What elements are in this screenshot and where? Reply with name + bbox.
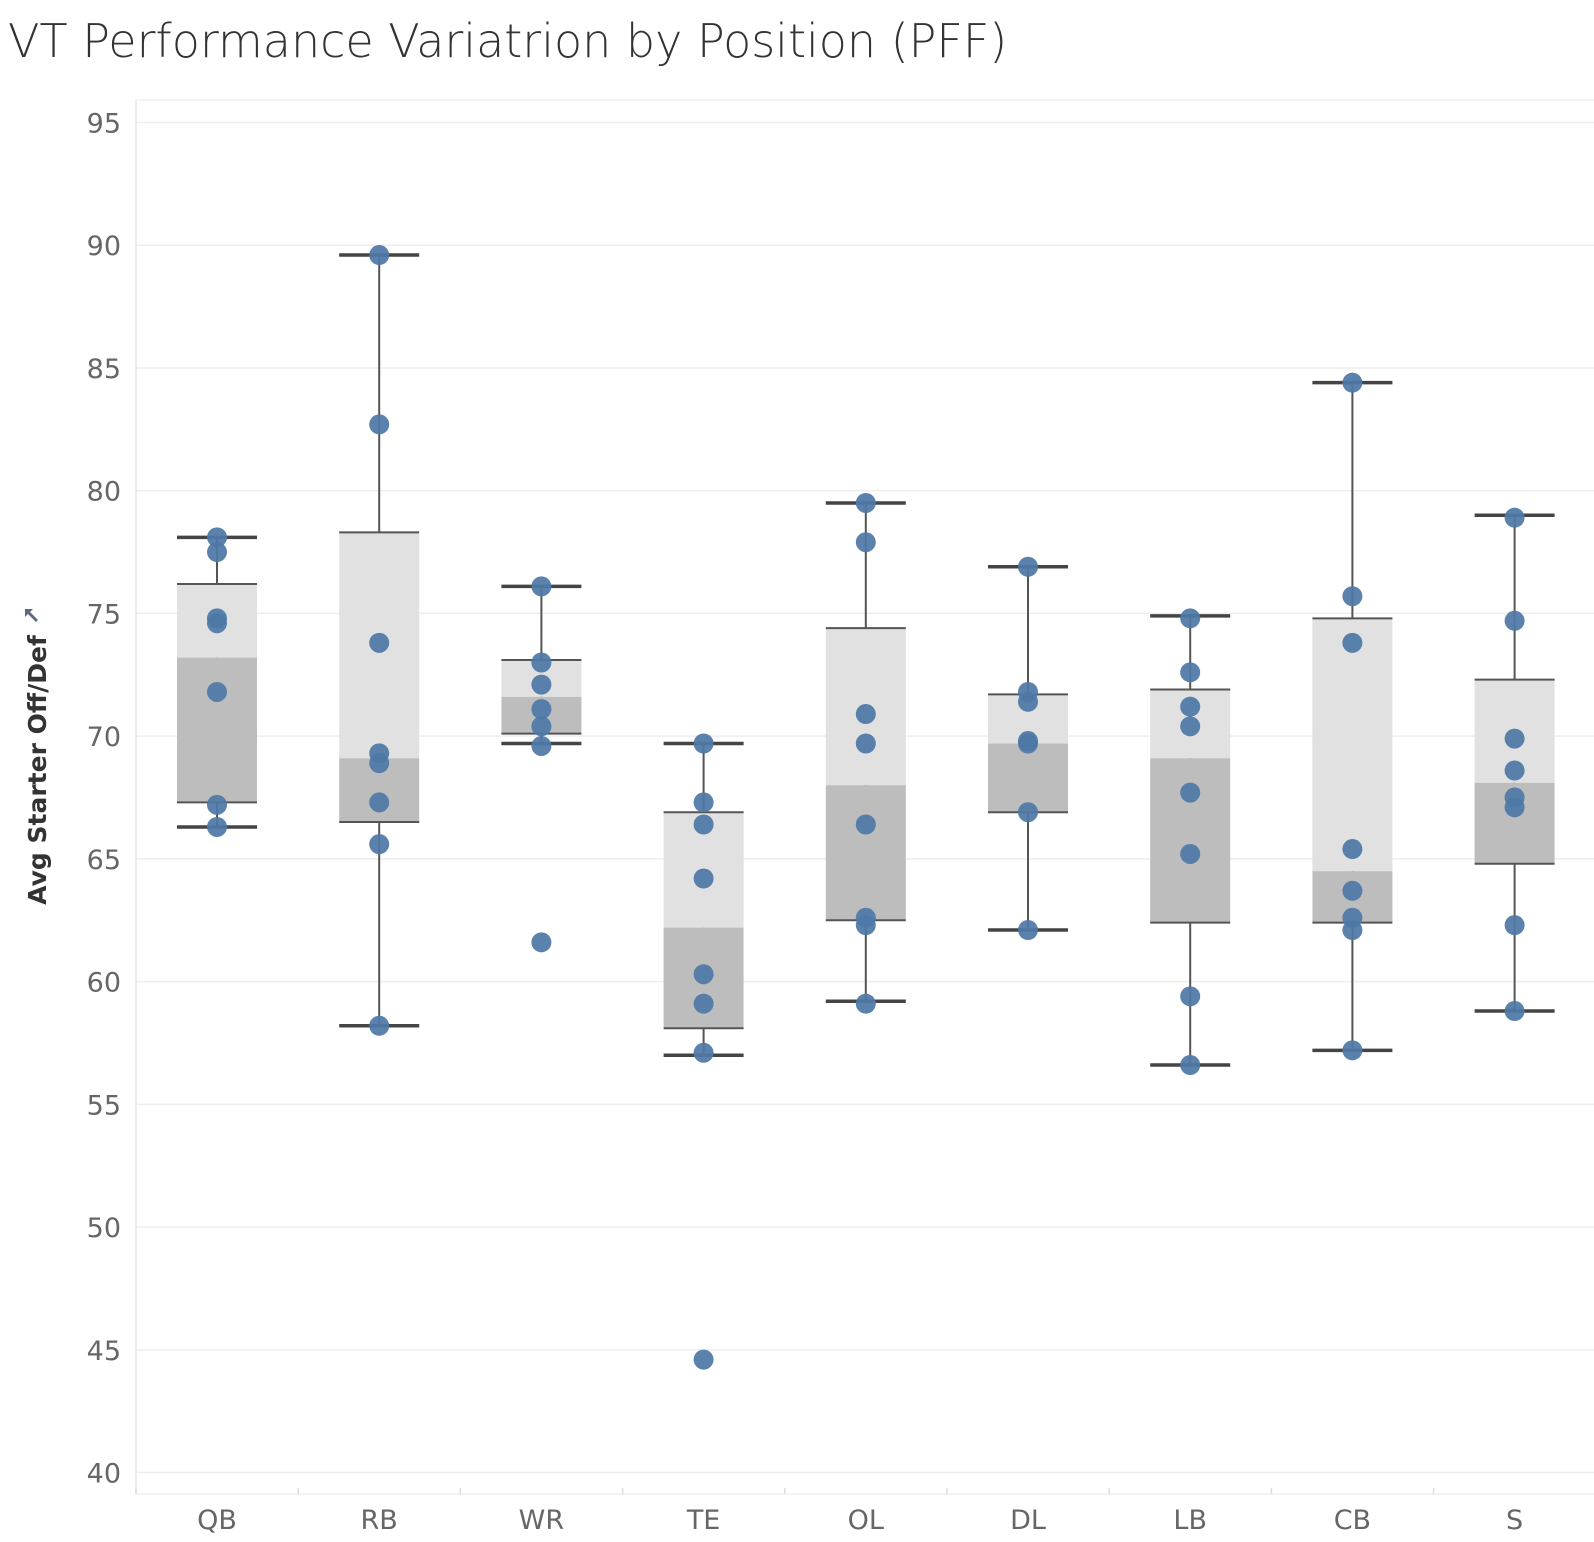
data-point-lb-4 <box>1180 782 1201 803</box>
data-point-qb-5 <box>207 794 227 815</box>
data-point-cb-7 <box>1342 1040 1363 1061</box>
data-point-lb-6 <box>1180 986 1201 1007</box>
data-point-wr-3 <box>531 699 552 720</box>
x-tick-label-rb: RB <box>361 1505 398 1536</box>
data-point-te-5 <box>693 993 714 1014</box>
data-point-s-1 <box>1504 610 1525 631</box>
y-tick-label-55: 55 <box>87 1090 121 1121</box>
box-lower-ol <box>825 785 906 921</box>
x-tick-label-ol: OL <box>848 1505 884 1536</box>
y-tick-label-90: 90 <box>87 231 121 262</box>
data-point-ol-3 <box>855 733 876 754</box>
data-point-cb-1 <box>1342 586 1363 607</box>
data-point-dl-0 <box>1018 556 1038 577</box>
data-point-te-4 <box>693 964 714 985</box>
box-rb <box>339 253 420 1028</box>
data-point-cb-6 <box>1342 920 1363 941</box>
data-point-te-7 <box>693 1349 714 1370</box>
data-point-dl-4 <box>1018 733 1038 754</box>
data-point-s-0 <box>1504 507 1525 528</box>
axes <box>135 99 1594 1495</box>
x-tick-label-te: TE <box>686 1505 721 1536</box>
data-point-wr-4 <box>531 716 552 737</box>
pin-icon <box>25 609 38 622</box>
x-tick-label-lb: LB <box>1173 1505 1207 1536</box>
data-point-rb-0 <box>369 245 390 266</box>
data-point-dl-2 <box>1018 691 1038 712</box>
y-tick-label-60: 60 <box>87 968 121 999</box>
data-point-ol-7 <box>855 993 876 1014</box>
data-point-rb-5 <box>369 792 390 813</box>
box-upper-cb <box>1312 618 1393 872</box>
data-point-cb-0 <box>1342 372 1363 393</box>
data-point-cb-4 <box>1342 880 1363 901</box>
data-point-ol-6 <box>855 915 876 936</box>
tick-labels: 40 45 50 55 60 65 70 75 80 85 90 95 QB RB WR TE OL DL LB CB… <box>87 109 1524 1537</box>
data-point-qb-0 <box>207 527 227 548</box>
data-point-te-6 <box>693 1042 714 1063</box>
box-ol <box>825 501 906 1003</box>
data-point-wr-1 <box>531 652 552 673</box>
data-point-te-3 <box>693 868 714 889</box>
data-point-te-1 <box>693 792 714 813</box>
y-tick-label-50: 50 <box>87 1213 121 1244</box>
data-point-s-6 <box>1504 915 1525 936</box>
x-tick-label-s: S <box>1506 1505 1523 1536</box>
data-point-lb-1 <box>1180 662 1201 683</box>
data-point-lb-7 <box>1180 1055 1201 1076</box>
x-tick-label-cb: CB <box>1334 1505 1371 1536</box>
data-point-wr-0 <box>531 576 552 597</box>
data-point-qb-4 <box>207 681 227 702</box>
data-point-qb-1 <box>207 542 227 563</box>
data-point-rb-6 <box>369 834 390 855</box>
data-point-ol-2 <box>855 704 876 725</box>
data-point-rb-1 <box>369 414 390 435</box>
data-point-rb-2 <box>369 632 390 653</box>
data-point-lb-2 <box>1180 696 1201 717</box>
y-tick-label-85: 85 <box>87 354 121 385</box>
data-point-lb-3 <box>1180 716 1201 737</box>
y-tick-label-70: 70 <box>87 722 121 753</box>
data-point-s-3 <box>1504 760 1525 781</box>
data-point-te-2 <box>693 814 714 835</box>
data-point-te-0 <box>693 733 714 754</box>
boxes <box>177 253 1555 1067</box>
data-point-dl-6 <box>1018 920 1038 941</box>
data-point-qb-3 <box>207 613 227 634</box>
data-point-rb-7 <box>369 1015 390 1036</box>
x-tick-label-qb: QB <box>197 1505 237 1536</box>
y-tick-label-80: 80 <box>87 477 121 508</box>
box-lower-qb <box>177 657 257 803</box>
data-point-ol-0 <box>855 492 876 513</box>
data-point-rb-4 <box>369 753 390 774</box>
data-point-wr-5 <box>531 735 552 756</box>
x-tick-label-dl: DL <box>1010 1505 1046 1536</box>
data-point-s-5 <box>1504 797 1525 818</box>
box-cb <box>1312 380 1393 1053</box>
y-tick-label-40: 40 <box>87 1459 121 1490</box>
y-tick-label-95: 95 <box>87 109 121 140</box>
y-tick-label-75: 75 <box>87 599 121 630</box>
data-point-cb-2 <box>1342 632 1363 653</box>
data-point-ol-1 <box>855 532 876 553</box>
data-point-qb-6 <box>207 816 227 837</box>
data-point-cb-3 <box>1342 839 1363 860</box>
y-axis-title-group: Avg Starter Off/Def <box>23 609 52 905</box>
data-point-s-2 <box>1504 728 1525 749</box>
data-point-ol-4 <box>855 814 876 835</box>
x-tick-label-wr: WR <box>519 1505 564 1536</box>
data-point-wr-2 <box>531 674 552 695</box>
chart-title: VT Performance Variatrion by Position (P… <box>8 14 1008 68</box>
data-point-s-7 <box>1504 1001 1525 1022</box>
data-point-lb-5 <box>1180 843 1201 864</box>
data-point-wr-6 <box>531 932 552 953</box>
box-lower-dl <box>988 743 1068 813</box>
y-axis-title: Avg Starter Off/Def <box>23 634 52 905</box>
data-point-lb-0 <box>1180 608 1201 629</box>
points <box>207 245 1525 1370</box>
y-tick-label-45: 45 <box>87 1336 121 1367</box>
y-tick-label-65: 65 <box>87 845 121 876</box>
data-point-dl-5 <box>1018 802 1038 823</box>
